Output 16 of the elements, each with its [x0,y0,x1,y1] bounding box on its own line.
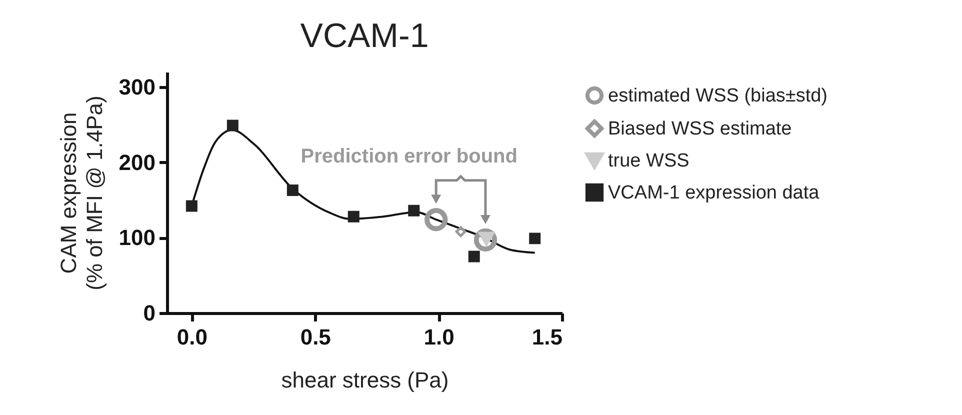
legend-label: true WSS [608,150,690,172]
legend-label: VCAM-1 expression data [608,182,820,204]
x-axis-title: shear stress (Pa) [281,368,449,392]
x-tick-label: 0.0 [176,324,208,350]
y-axis-title: CAM expression (% of MFI @ 1.4Pa) [56,96,107,290]
legend-label: estimated WSS (bias±std) [608,86,828,106]
legend-label: Biased WSS estimate [608,118,792,140]
annotation: Prediction error bound [300,145,518,168]
y-tick-label: 200 [118,150,156,175]
chart-title: VCAM-1 [300,17,429,55]
x-tick-label: 1.5 [532,324,562,350]
y-tick-label: 100 [118,225,156,250]
y-tick-label: 300 [118,74,156,100]
x-tick-label: 0.5 [300,324,331,350]
x-tick-label: 1.0 [424,324,454,350]
y-tick-label: 0 [143,300,156,326]
